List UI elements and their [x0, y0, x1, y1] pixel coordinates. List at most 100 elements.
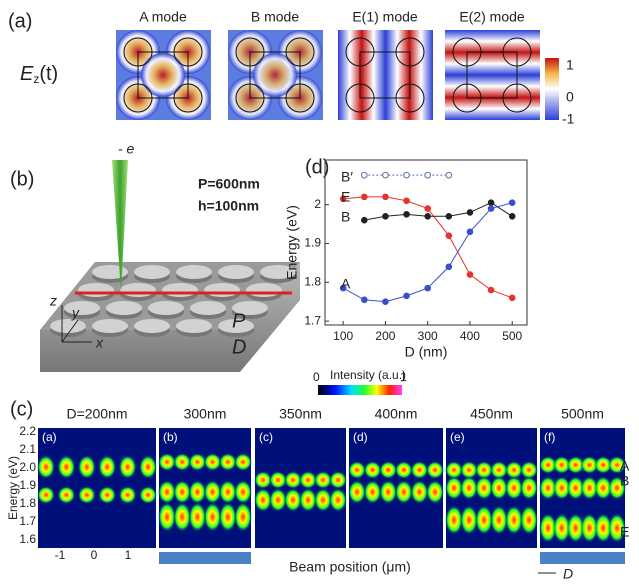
panel-title: 500nm: [561, 406, 604, 422]
x-tick-label: 200: [375, 329, 395, 343]
x-tick-label: 300: [418, 329, 438, 343]
d-label: D: [232, 336, 246, 358]
disk: [190, 301, 226, 315]
mode-bg: [445, 30, 540, 120]
spot: [395, 480, 413, 504]
point: [362, 217, 368, 223]
disk: [176, 265, 212, 279]
profile-bar: [540, 552, 625, 564]
series-label: A: [341, 276, 351, 292]
disk: [92, 265, 128, 279]
spot: [98, 455, 116, 479]
y-tick-label: 2: [314, 197, 321, 211]
disk: [92, 319, 128, 333]
disk: [246, 283, 282, 297]
figure: (a) A modeB modeE(1) modeE(2) mode Ez(t)…: [0, 0, 639, 580]
colorbar: [545, 58, 559, 120]
spot: [426, 480, 444, 504]
point: [488, 206, 494, 212]
disk: [204, 283, 240, 297]
spot: [37, 486, 55, 504]
series-label: B′: [341, 169, 353, 185]
panel-tag: (a): [42, 430, 57, 444]
spectrum-bg: [255, 428, 346, 548]
series-line: [343, 197, 512, 298]
point: [362, 297, 368, 303]
disk: [106, 301, 142, 315]
point: [404, 172, 410, 178]
disk: [78, 283, 114, 297]
spot: [410, 480, 428, 504]
beam-label: - e: [118, 141, 135, 157]
y-tick-label: 2.0: [19, 460, 36, 474]
spot: [119, 455, 137, 479]
y-tick-label: 1.8: [304, 274, 321, 288]
panel-tag: (e): [450, 430, 465, 444]
axis-z: z: [49, 293, 57, 309]
point: [383, 299, 389, 305]
disk: [148, 301, 184, 315]
spot: [426, 461, 444, 479]
spot: [98, 486, 116, 504]
d-mark: D: [563, 566, 573, 580]
colorbar-tick: 1: [566, 57, 574, 73]
point: [425, 206, 431, 212]
disk: [64, 301, 100, 315]
disk: [176, 319, 212, 333]
axis-y: y: [71, 305, 80, 321]
point: [509, 213, 515, 219]
panel-label: (b): [10, 168, 34, 190]
point: [362, 194, 368, 200]
point: [509, 200, 515, 206]
point: [488, 287, 494, 293]
spot: [139, 455, 157, 479]
panel-label: (a): [8, 10, 32, 32]
panel-tag: (d): [353, 430, 368, 444]
series-label: E: [341, 189, 350, 205]
spot: [364, 480, 382, 504]
spot: [139, 486, 157, 504]
y-tick-label: 2.2: [19, 424, 36, 438]
point: [446, 264, 452, 270]
point: [362, 172, 368, 178]
panel-title: 350nm: [279, 406, 322, 422]
panel-title: 450nm: [470, 406, 513, 422]
spot: [410, 461, 428, 479]
chart: (d)1002003004005001.71.81.92D (nm)Energy…: [284, 156, 527, 359]
panel-tag: (c): [259, 430, 273, 444]
point: [425, 213, 431, 219]
y-tick-label: 1.7: [19, 514, 36, 528]
point: [383, 194, 389, 200]
height-label: h=100nm: [198, 198, 259, 214]
spectrum-bg: [38, 428, 156, 548]
y-tick-label: 1.9: [304, 236, 321, 250]
spot: [37, 455, 55, 479]
colorbar-tick: 0: [313, 370, 320, 384]
axis-x: x: [95, 335, 104, 351]
y-tick-label: 2.1: [19, 442, 36, 456]
y-axis-title: Energy (eV): [284, 205, 300, 280]
field-symbol: E: [20, 63, 34, 85]
point: [446, 213, 452, 219]
spot: [520, 505, 538, 535]
x-tick-label: 500: [502, 329, 522, 343]
y-tick-label: 1.7: [304, 313, 321, 327]
profile-bar: [159, 552, 251, 564]
panel-label: (c): [10, 398, 33, 420]
x-tick-label: 100: [333, 329, 353, 343]
point: [404, 293, 410, 299]
point: [467, 229, 473, 235]
panel-tag: (b): [163, 430, 178, 444]
y-tick-label: 1.6: [19, 532, 36, 546]
spot: [329, 488, 347, 512]
p-label: P: [232, 310, 246, 332]
point: [467, 272, 473, 278]
spot: [78, 455, 96, 479]
point: [404, 198, 410, 204]
panel-title: D=200nm: [66, 406, 127, 422]
panel-title: 400nm: [375, 406, 418, 422]
panel-tag: (f): [544, 430, 555, 444]
spot: [379, 461, 397, 479]
spot: [234, 502, 252, 532]
